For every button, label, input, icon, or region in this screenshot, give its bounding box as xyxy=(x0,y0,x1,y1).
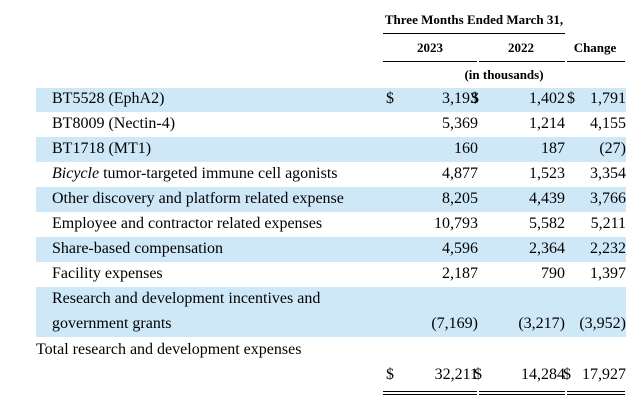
rule-2022 xyxy=(479,61,565,62)
total-double-rule-2023 xyxy=(383,391,477,395)
value-2022: 5,582 xyxy=(529,215,565,232)
rule-change xyxy=(567,61,625,62)
row-label: Other discovery and platform related exp… xyxy=(52,190,344,207)
column-header-2023: 2023 xyxy=(417,40,443,55)
table-row: Research and development incentives and … xyxy=(36,287,626,337)
row-label: BT5528 (EphA2) xyxy=(52,90,165,107)
value-2022: 2,364 xyxy=(529,240,565,257)
row-label: Facility expenses xyxy=(52,265,163,282)
units-label: (in thousands) xyxy=(464,67,544,82)
total-row: $ 32,211 $ 14,284 $ 17,927 xyxy=(36,362,626,388)
currency-symbol: $ xyxy=(471,90,479,107)
value-change: 3,354 xyxy=(590,165,626,182)
currency-symbol: $ xyxy=(386,366,394,383)
value-2022: 1,402 xyxy=(529,90,565,107)
value-change: 1,791 xyxy=(590,90,626,107)
rule-2023 xyxy=(383,61,477,62)
row-label-line2: government grants xyxy=(52,315,172,332)
value-2022: (3,217) xyxy=(518,315,565,332)
total-value-change: 17,927 xyxy=(582,366,626,383)
value-change: 5,211 xyxy=(590,215,626,232)
value-2023: 5,369 xyxy=(442,115,478,132)
value-change: (27) xyxy=(599,140,626,157)
row-label: BT1718 (MT1) xyxy=(52,140,152,157)
value-change: 1,397 xyxy=(590,265,626,282)
table-row: Other discovery and platform related exp… xyxy=(36,187,626,212)
row-label: Research and development incentives and xyxy=(52,290,321,307)
row-label: Bicycle tumor-targeted immune cell agoni… xyxy=(52,165,338,183)
row-label: Employee and contractor related expenses xyxy=(52,215,323,232)
table-row: BT1718 (MT1) 160 187 (27) xyxy=(36,137,626,162)
value-2022: 1,214 xyxy=(529,115,565,132)
row-label: Share-based compensation xyxy=(52,240,224,257)
value-2022: 1,523 xyxy=(529,165,565,182)
value-2023: 4,877 xyxy=(442,165,478,182)
table-row: BT8009 (Nectin-4) 5,369 1,214 4,155 xyxy=(36,112,626,136)
column-header-change: Change xyxy=(573,40,617,55)
currency-symbol: $ xyxy=(563,366,571,383)
value-2022: 187 xyxy=(541,140,565,157)
value-change: 2,232 xyxy=(590,240,626,257)
value-2022: 4,439 xyxy=(529,190,565,207)
column-header-2022: 2022 xyxy=(508,40,534,55)
currency-symbol: $ xyxy=(386,90,394,107)
currency-symbol: $ xyxy=(474,366,482,383)
value-2023: (7,169) xyxy=(431,315,478,332)
table-row: Bicycle tumor-targeted immune cell agoni… xyxy=(36,162,626,186)
row-label: BT8009 (Nectin-4) xyxy=(52,115,176,132)
table-row: Facility expenses 2,187 790 1,397 xyxy=(36,262,626,286)
value-change: 4,155 xyxy=(590,115,626,132)
total-double-rule-2022 xyxy=(479,391,565,395)
total-value-2023: 32,211 xyxy=(434,366,478,383)
row-label-italic: Bicycle xyxy=(52,165,100,182)
period-rule xyxy=(383,33,565,34)
total-value-2022: 14,284 xyxy=(521,366,565,383)
value-2023: 4,596 xyxy=(442,240,478,257)
total-double-rule-change xyxy=(567,391,625,395)
currency-symbol: $ xyxy=(567,90,575,107)
value-2022: 790 xyxy=(541,265,565,282)
row-label-rest: tumor-targeted immune cell agonists xyxy=(99,165,338,182)
value-2023: 160 xyxy=(454,140,478,157)
value-2023: 2,187 xyxy=(442,265,478,282)
period-header: Three Months Ended March 31, xyxy=(384,12,564,27)
table-row: BT5528 (EphA2) $ 3,193 $ 1,402 $ 1,791 xyxy=(36,88,626,112)
total-label: Total research and development expenses xyxy=(36,341,302,358)
value-2023: 3,193 xyxy=(442,90,478,107)
table-row: Share-based compensation 4,596 2,364 2,2… xyxy=(36,237,626,262)
value-2023: 8,205 xyxy=(442,190,478,207)
value-change: 3,766 xyxy=(590,190,626,207)
value-2023: 10,793 xyxy=(434,215,478,232)
value-change: (3,952) xyxy=(579,315,626,332)
table-row: Employee and contractor related expenses… xyxy=(36,212,626,236)
